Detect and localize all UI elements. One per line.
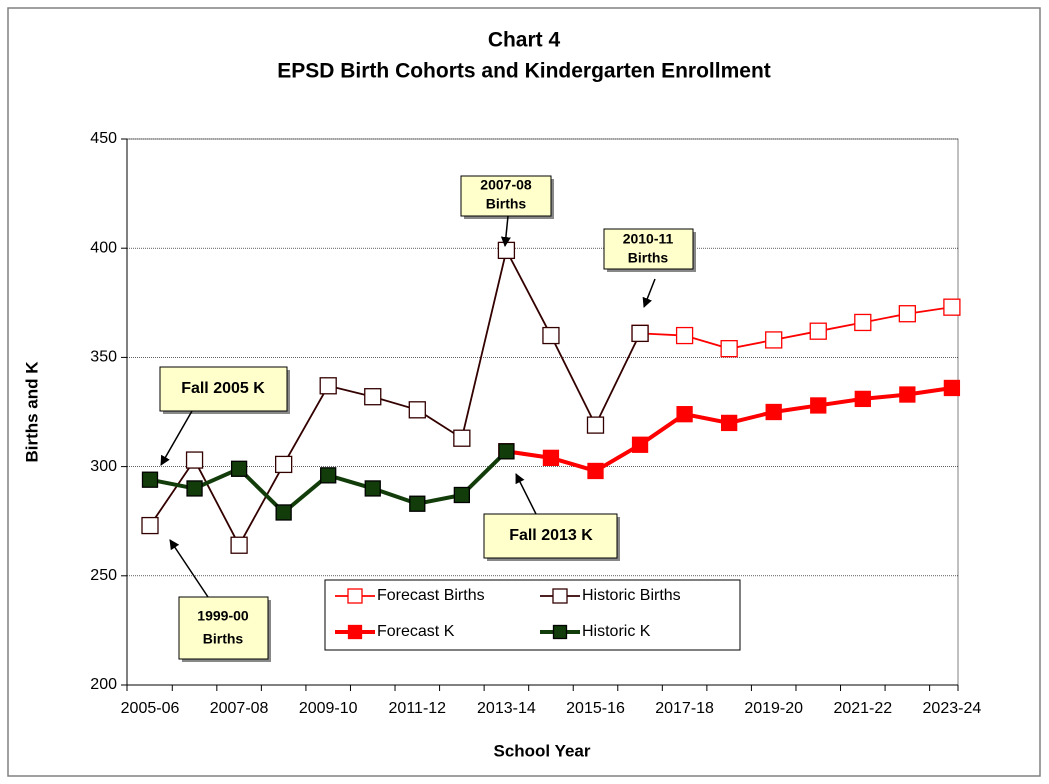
annotation: 2007-08 Births	[460, 175, 554, 247]
annotation-text: Births	[486, 196, 527, 212]
point-marker	[364, 480, 381, 497]
point-marker	[854, 390, 871, 408]
point-marker	[542, 449, 560, 467]
point-marker	[542, 326, 560, 345]
x-tick-label: 2013-14	[477, 700, 536, 717]
point-marker	[230, 460, 248, 477]
legend-marker	[347, 588, 363, 604]
annotation-text: Fall 2013 K	[509, 527, 593, 544]
chart-subtitle: EPSD Birth Cohorts and Kindergarten Enro…	[277, 60, 771, 83]
x-tick-label: 2007-08	[210, 700, 269, 717]
y-tick-label: 250	[90, 567, 117, 584]
legend-marker	[552, 588, 568, 604]
annotation-arrow	[169, 539, 209, 598]
legend-label: Historic Births	[582, 587, 681, 604]
point-marker	[899, 386, 916, 403]
annotation: Fall 2005 K	[159, 366, 290, 466]
annotation-arrow	[160, 410, 193, 466]
point-marker	[275, 504, 292, 521]
point-marker	[587, 462, 604, 480]
point-marker	[810, 397, 827, 414]
annotation-box	[483, 513, 618, 559]
point-marker	[409, 495, 426, 512]
annotation-text: 2010-11	[623, 231, 674, 247]
y-tick-label: 400	[90, 239, 117, 256]
point-marker	[721, 414, 738, 432]
legend-marker	[552, 624, 568, 640]
point-marker	[274, 455, 293, 474]
annotation: 1999-00 Births	[169, 539, 271, 662]
legend-label: Forecast Births	[377, 587, 485, 604]
point-marker	[631, 436, 649, 453]
point-marker	[631, 324, 649, 343]
point-marker	[320, 467, 337, 484]
annotation-text: Births	[628, 250, 669, 266]
point-marker	[141, 471, 159, 488]
y-axis-label: Births and K	[22, 361, 41, 463]
y-tick-label: 200	[90, 676, 117, 693]
point-marker	[186, 480, 203, 497]
annotation-text: Fall 2005 K	[181, 380, 265, 397]
annotations: Fall 2005 K 1999-00 Births 2007-08 Birth…	[159, 175, 696, 662]
point-marker	[453, 486, 471, 504]
legend-label: Historic K	[582, 623, 651, 640]
x-tick-label: 2021-22	[833, 700, 892, 717]
point-marker	[497, 241, 516, 260]
legend-marker	[347, 624, 363, 640]
annotation-arrow	[515, 473, 537, 515]
point-marker	[676, 406, 693, 423]
point-marker	[943, 379, 961, 397]
x-tick-label: 2015-16	[566, 700, 625, 717]
point-marker	[675, 326, 694, 345]
annotation-box	[178, 596, 269, 660]
point-marker	[809, 322, 827, 340]
point-marker	[765, 331, 783, 349]
point-marker	[898, 305, 916, 323]
point-marker	[720, 340, 738, 358]
annotation: Fall 2013 K	[483, 473, 620, 561]
series-line	[149, 247, 641, 548]
x-tick-label: 2023-24	[923, 700, 982, 717]
annotation-text: 1999-00	[197, 608, 249, 624]
annotation-box	[603, 228, 694, 270]
point-marker	[141, 516, 159, 535]
x-axis-label: School Year	[493, 741, 590, 760]
annotation-box	[460, 175, 552, 217]
legend: Forecast Births Historic Births Forecast K…	[324, 579, 741, 651]
annotation: 2010-11 Births	[603, 228, 696, 308]
point-marker	[943, 298, 961, 316]
annotation-arrow	[500, 215, 511, 247]
point-marker	[854, 313, 872, 332]
point-marker	[230, 536, 248, 554]
y-tick-label: 350	[90, 349, 117, 366]
point-marker	[453, 429, 471, 447]
y-tick-label: 300	[90, 458, 117, 475]
point-marker	[586, 416, 605, 434]
y-tick-label: 450	[90, 130, 117, 147]
x-tick-label: 2017-18	[655, 700, 714, 717]
annotation-arrow	[642, 278, 656, 308]
annotation-box	[159, 366, 288, 412]
x-tick-label: 2011-12	[389, 700, 447, 717]
point-marker	[364, 388, 382, 406]
x-tick-label: 2005-06	[121, 700, 180, 717]
x-tick-label: 2019-20	[744, 700, 803, 717]
annotation-text: Births	[203, 631, 244, 647]
point-marker	[498, 443, 515, 460]
legend-label: Forecast K	[377, 623, 455, 640]
legend-box	[324, 579, 741, 651]
chart-title: Chart 4	[488, 29, 561, 52]
annotation-text: 2007-08	[480, 177, 532, 193]
point-marker	[319, 377, 337, 395]
point-marker	[765, 403, 782, 421]
point-marker	[185, 451, 204, 469]
x-tick-label: 2009-10	[299, 700, 358, 717]
point-marker	[408, 401, 426, 419]
